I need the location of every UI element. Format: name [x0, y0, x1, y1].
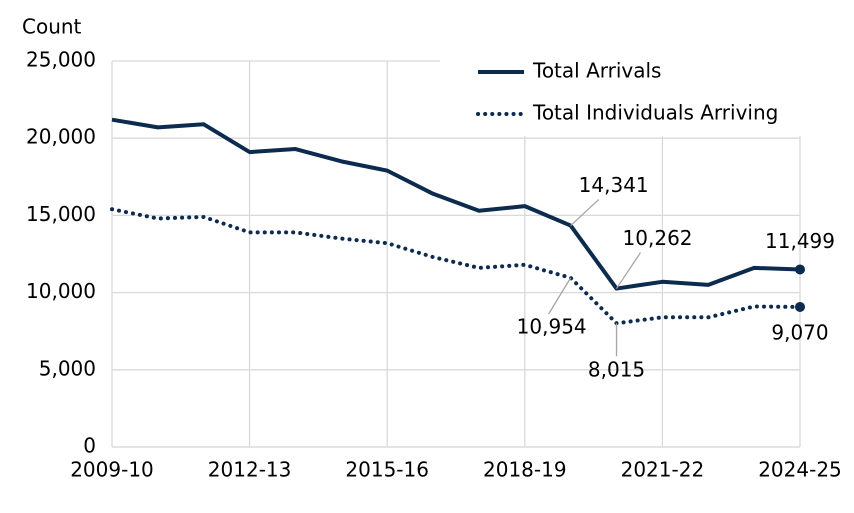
end-marker [795, 264, 805, 275]
x-tick-label: 2021-22 [621, 458, 705, 482]
data-label: 14,341 [579, 173, 649, 197]
leader-line [570, 199, 600, 227]
leader-line [615, 252, 642, 289]
y-tick-label: 20,000 [26, 125, 96, 149]
end-marker [795, 301, 805, 312]
legend-label: Total Arrivals [532, 59, 661, 83]
x-tick-label: 2018-19 [483, 458, 567, 482]
y-tick-label: 10,000 [26, 279, 96, 303]
y-tick-label: 25,000 [26, 48, 96, 72]
data-label: 11,499 [765, 229, 835, 253]
y-tick-label: 5,000 [39, 356, 96, 380]
x-tick-label: 2009-10 [70, 458, 154, 482]
data-label: 10,954 [517, 314, 587, 338]
data-label: 8,015 [588, 358, 645, 382]
series-line [110, 207, 802, 326]
y-tick-label: 15,000 [26, 202, 96, 226]
leader-line [548, 277, 572, 315]
legend-label: Total Individuals Arriving [532, 101, 778, 125]
legend-background [440, 48, 820, 136]
y-tick-label: 0 [83, 434, 96, 458]
y-axis-title: Count [22, 15, 82, 39]
data-label: 9,070 [771, 320, 828, 344]
series-line [111, 117, 801, 291]
x-tick-label: 2012-13 [208, 458, 292, 482]
x-tick-label: 2024-25 [758, 458, 842, 482]
x-tick-label: 2015-16 [345, 458, 429, 482]
data-label: 10,262 [623, 226, 693, 250]
